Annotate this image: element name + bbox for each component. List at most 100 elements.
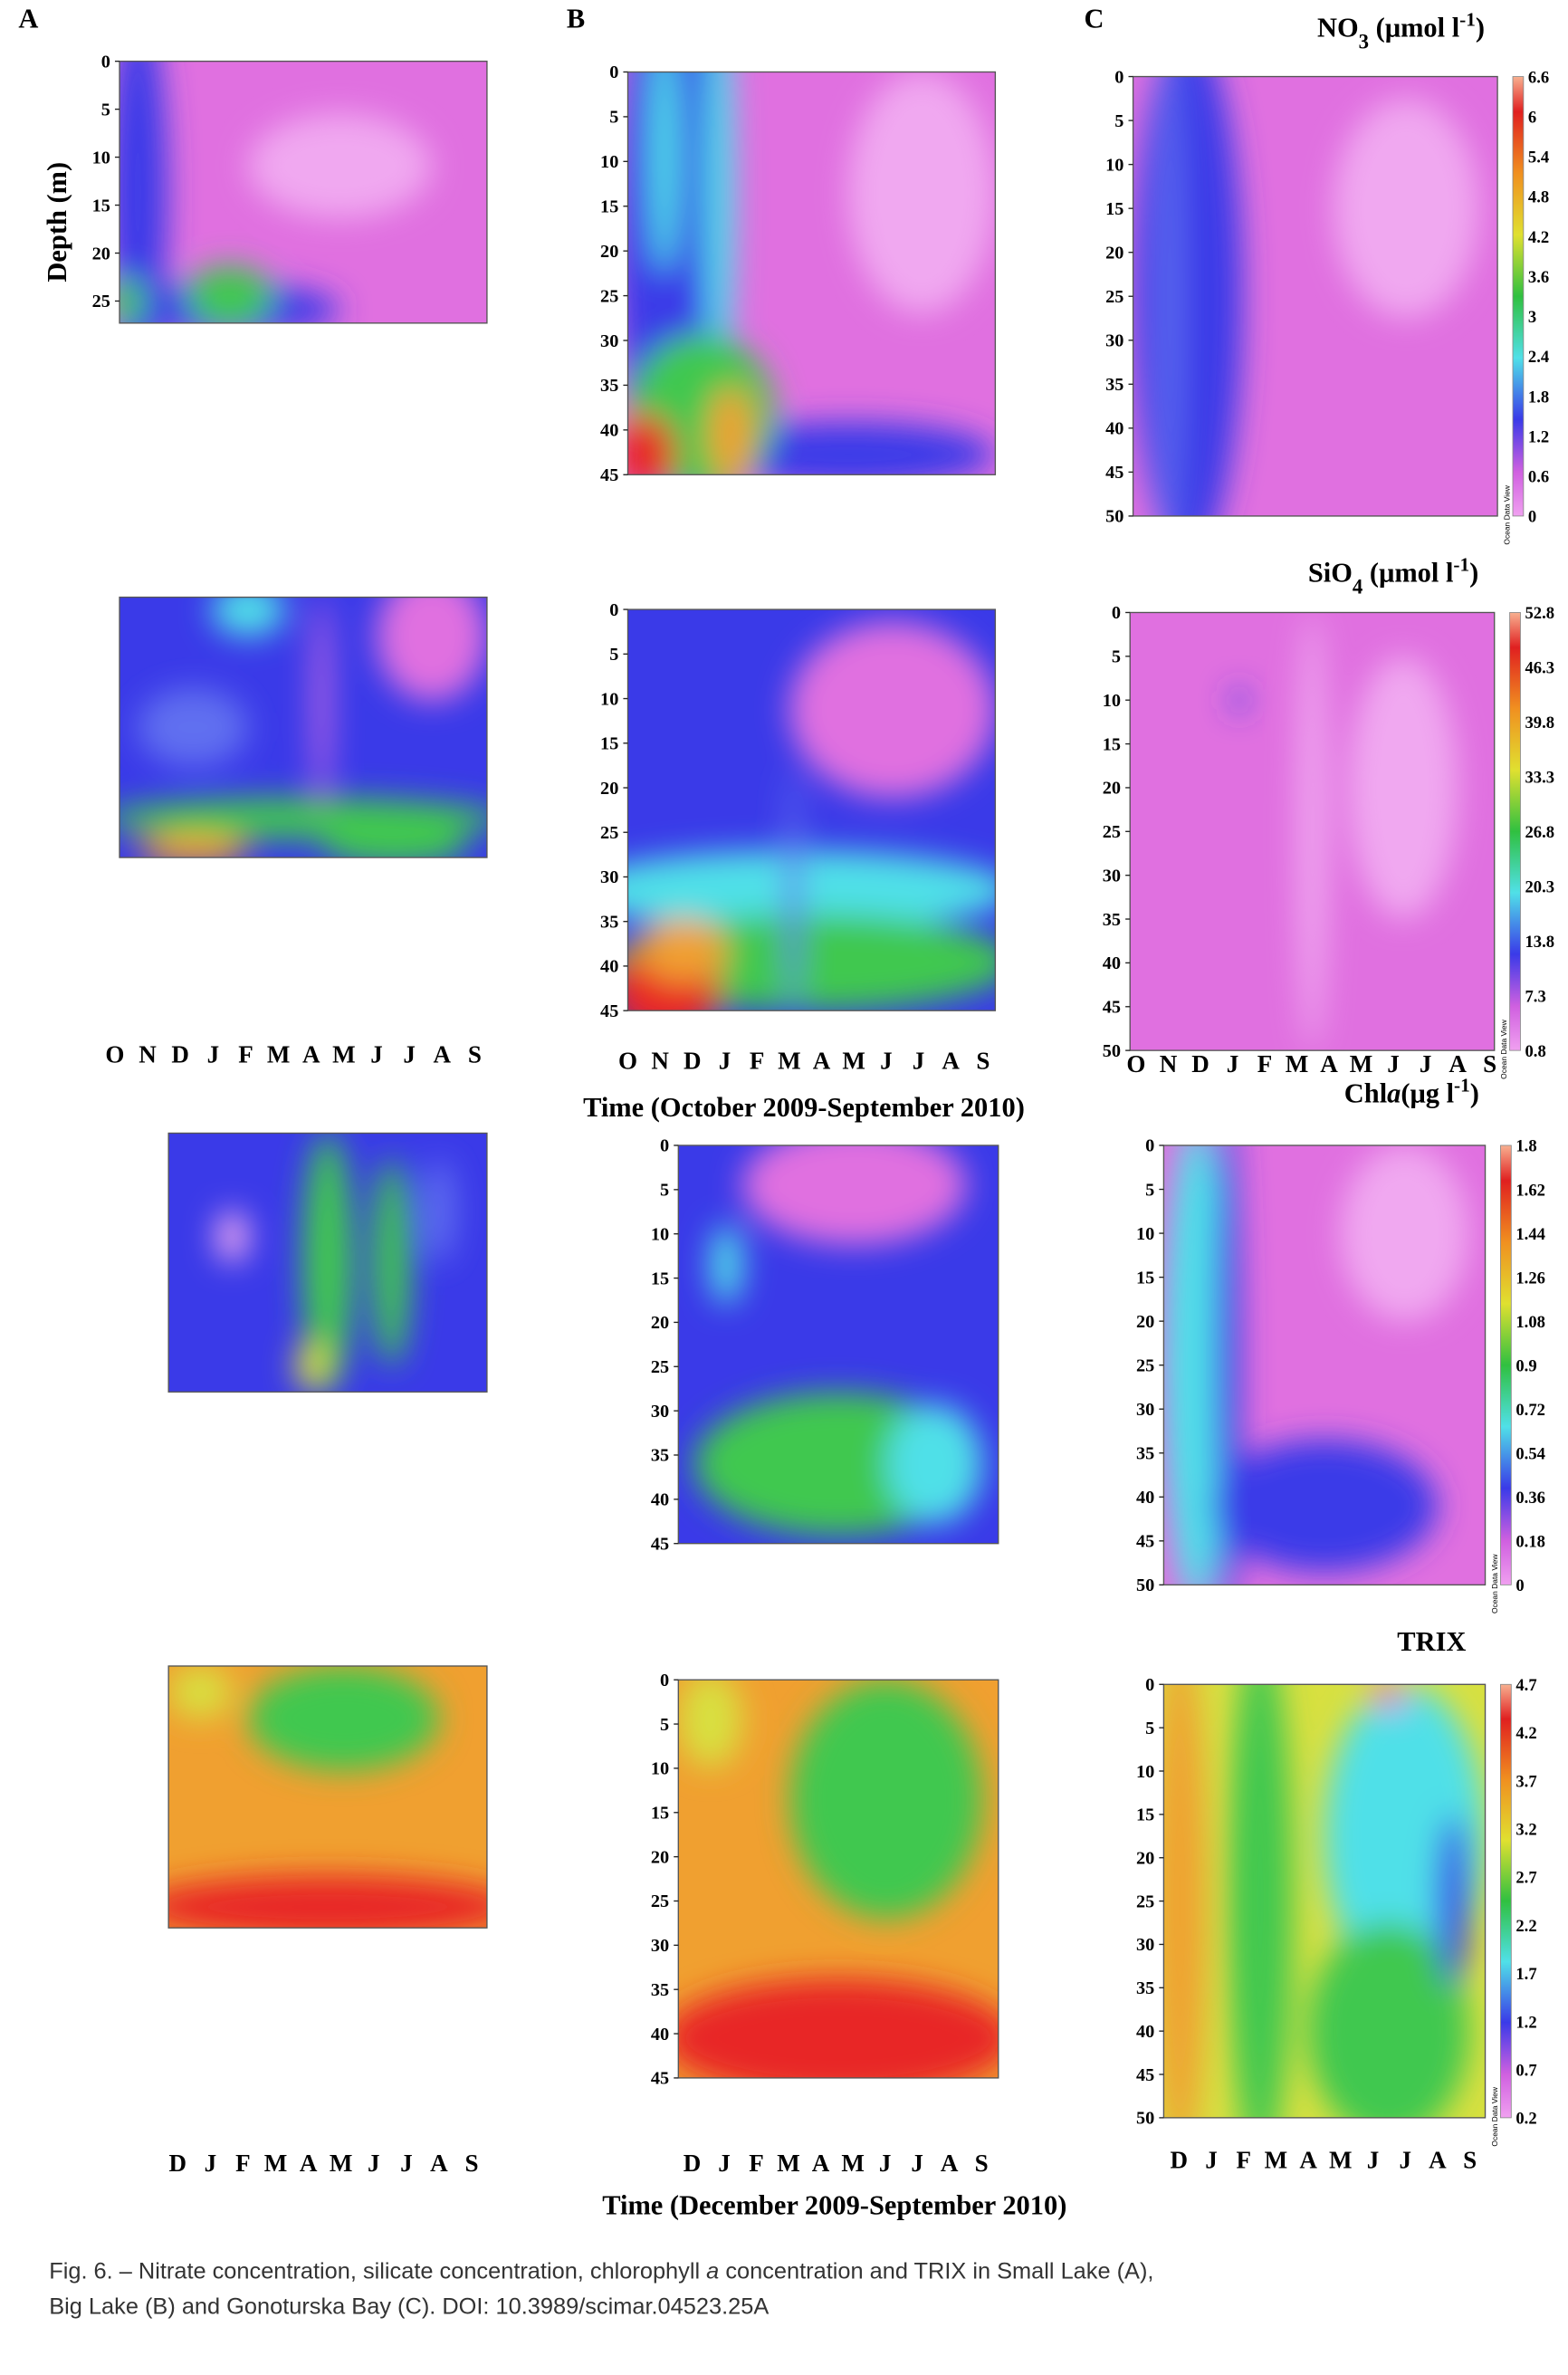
contour-panel [120,61,487,323]
colorbar-tick-label: 3 [1528,308,1536,327]
colorbar-tick-label: 1.8 [1528,388,1549,407]
depth-tick-label: 35 [1136,1444,1154,1464]
panel-frame [167,1665,488,1929]
contour-blob [1348,656,1458,920]
depth-tick-label: 15 [92,196,110,215]
text-part: -1 [1459,9,1476,31]
depth-tick-label: 15 [1136,1805,1154,1825]
contour-blob [1340,1144,1469,1322]
contour-panel [627,72,996,475]
contour-field [120,597,487,858]
colorbar-tick-label: 3.7 [1515,1772,1536,1791]
depth-tick-label: 20 [651,1847,669,1867]
colorbar-tick-label: 52.8 [1525,604,1555,623]
depth-tick-label: 20 [1136,1312,1154,1332]
contour-blob [1163,1144,1229,1585]
month-label: M [332,1041,356,1068]
colorbar [1500,1144,1512,1585]
depth-tick-label: 35 [1105,375,1123,395]
colorbar-tick-label: 0.54 [1515,1445,1545,1464]
month-label: A [433,1041,451,1068]
depth-tick-label: 40 [1103,953,1121,973]
depth-tick-label: 40 [651,2025,669,2045]
depth-tick-label: 30 [600,867,618,887]
contour-blob [1211,1440,1438,1572]
time-axis-label: Time (October 2009-September 2010) [583,1092,1025,1123]
contour-blob [168,1665,233,1719]
text-part: concentration and TRIX in Small Lake (A)… [719,2258,1153,2284]
month-label: M [264,2150,288,2177]
contour-field [168,1665,487,1929]
depth-tick-label: 15 [651,1804,669,1824]
depth-tick-label: 5 [1145,1719,1154,1738]
depth-tick-label: 0 [1145,1675,1154,1695]
month-label: M [777,2150,800,2177]
month-label: A [302,1041,320,1068]
month-label: J [370,1041,383,1068]
contour-blob [701,422,996,475]
contour-blob [1369,1684,1409,1710]
colorbar-tick-label: 0.8 [1525,1042,1546,1061]
contour-blob [1437,1814,1469,1988]
colorbar-tick-label: 26.8 [1525,823,1555,842]
depth-tick-label: 40 [1136,2022,1154,2042]
depth-tick-label: 30 [1103,866,1121,886]
colorbar-tick-label: 7.3 [1525,987,1546,1006]
depth-tick-label: 40 [600,957,618,977]
contour-blob [1133,76,1243,516]
contour-field [678,1680,999,2078]
panel-frame [677,1679,999,2079]
contour-blob [710,1224,743,1305]
colorbar-title: TRIX [1397,1626,1466,1657]
colorbar-tick-label: 4.7 [1515,1676,1536,1695]
depth-tick-label: 10 [1105,155,1123,175]
contour-blob [789,621,996,799]
contour-blob [215,1211,249,1263]
contour-blob [138,834,249,858]
contour-blob [248,1666,440,1771]
colorbar-tick-label: 4.2 [1515,1724,1536,1743]
depth-tick-label: 30 [651,1936,669,1956]
month-label: J [1367,2147,1380,2174]
depth-tick-label: 40 [600,421,618,441]
depth-tick-label: 25 [651,1891,669,1911]
depth-tick-label: 5 [609,108,618,128]
month-label: M [1265,2147,1288,2174]
contour-field [627,621,996,1011]
colorbar-tick-label: 0.18 [1515,1533,1545,1552]
depth-tick-label: 0 [609,600,618,620]
contour-blob [708,386,753,475]
month-label: O [105,1041,124,1068]
contour-blob [321,823,469,858]
contour-field [693,1144,983,1536]
month-label: D [684,1047,702,1074]
colorbar [1509,612,1521,1051]
depth-tick-label: 45 [1105,463,1123,483]
contour-blob [886,1403,983,1524]
month-label: J [403,1041,416,1068]
colorbar-title: Chla(μg l-1) [1344,1075,1479,1109]
depth-tick-label: 25 [92,292,110,311]
colorbar-title: SiO4 (μmol l-1) [1308,554,1478,598]
watermark: Ocean Data View [1499,1019,1508,1078]
colorbar-tick-label: 2.2 [1515,1917,1536,1936]
watermark: Ocean Data View [1490,1554,1499,1614]
month-label: M [267,1041,291,1068]
contour-blob [627,414,676,475]
month-label: J [1399,2147,1411,2174]
depth-tick-label: 45 [1136,1532,1154,1552]
month-label: A [1448,1050,1467,1077]
depth-tick-label: 10 [1136,1224,1154,1244]
month-label: J [880,1047,893,1074]
depth-tick-label: 40 [1136,1488,1154,1508]
text-part: a [1387,1078,1401,1109]
contour-field [1231,612,1458,1051]
month-label: M [778,1047,801,1074]
month-label: D [169,2150,187,2177]
text-part: -1 [1454,1075,1470,1097]
month-label: J [400,2150,413,2177]
colorbar-tick-label: 0.72 [1515,1401,1545,1420]
caption-line: Fig. 6. – Nitrate concentration, silicat… [49,2258,1153,2284]
contour-blob [295,1340,329,1393]
month-label: J [913,1047,925,1074]
